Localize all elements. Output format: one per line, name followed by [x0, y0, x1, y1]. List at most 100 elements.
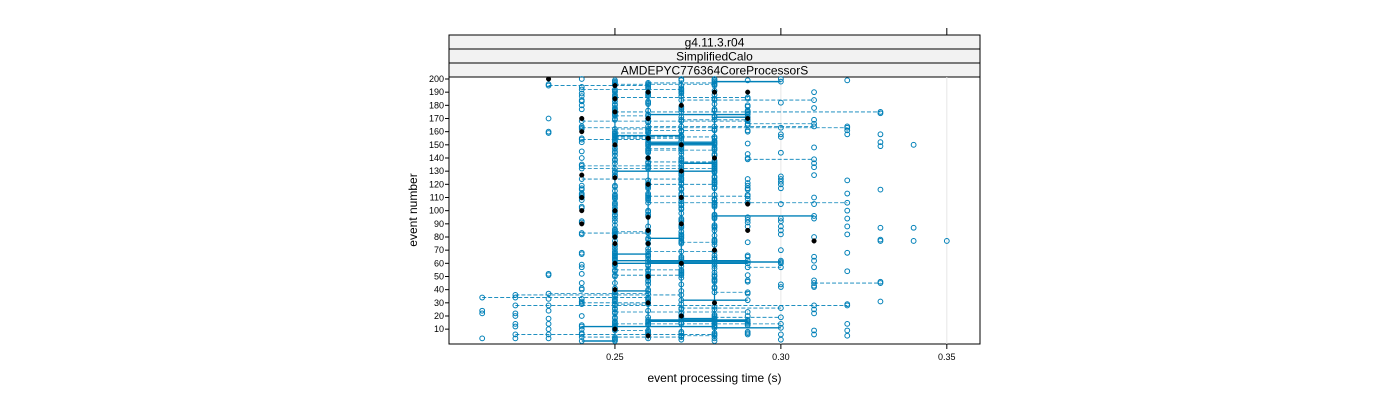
event-point [777, 215, 784, 222]
y-tick-label: 20 [434, 311, 444, 321]
event-point-filled [612, 96, 618, 102]
y-tick-label: 190 [429, 87, 444, 97]
event-point [645, 248, 652, 255]
event-point-filled [579, 208, 585, 214]
event-point [811, 89, 817, 96]
event-point-filled [645, 333, 651, 339]
event-point [612, 292, 618, 298]
event-point [612, 77, 618, 84]
event-point [479, 335, 486, 342]
reference-lines [614, 77, 948, 344]
event-point-filled [711, 89, 718, 95]
event-point [711, 123, 718, 130]
strip-label-release: g4.11.3.r04 [685, 36, 745, 50]
event-point [711, 137, 718, 144]
event-point [844, 268, 851, 275]
event-point [844, 190, 851, 197]
event-point-filled [678, 168, 684, 174]
event-point [479, 307, 486, 314]
event-point [512, 313, 519, 319]
event-point [645, 207, 652, 214]
event-point [943, 238, 950, 244]
event-point [545, 331, 552, 338]
event-point [711, 134, 718, 140]
event-point [777, 247, 784, 254]
event-point [744, 272, 751, 279]
event-point [844, 223, 851, 230]
event-point [844, 301, 851, 308]
event-point [512, 294, 519, 301]
event-point [512, 320, 519, 327]
event-point [678, 305, 685, 311]
event-point [578, 135, 585, 142]
event-point [877, 110, 884, 117]
event-point [777, 76, 784, 82]
event-point [877, 143, 884, 150]
event-point [711, 272, 718, 279]
y-tick-label: 30 [434, 298, 444, 308]
event-point [744, 328, 751, 335]
event-point [711, 211, 718, 218]
event-point-filled [678, 194, 684, 201]
event-point [877, 139, 884, 146]
event-point [479, 310, 486, 317]
event-point [811, 201, 817, 207]
event-point [777, 176, 784, 182]
event-point [578, 76, 585, 82]
event-point [777, 227, 784, 234]
strip-label-processor: AMDEPYC776364CoreProcessorS [621, 64, 808, 78]
event-point [578, 326, 585, 333]
event-point [578, 280, 585, 286]
y-tick-label: 150 [429, 140, 444, 150]
event-point [811, 213, 817, 219]
event-point [877, 298, 884, 305]
event-point [777, 218, 784, 225]
event-point-filled [745, 115, 751, 122]
y-tick-label: 50 [434, 271, 444, 281]
event-point [512, 292, 519, 298]
event-point [545, 295, 552, 302]
event-point [744, 195, 751, 202]
event-point [844, 207, 851, 214]
event-point [545, 82, 552, 89]
event-point [910, 141, 917, 148]
event-point [777, 173, 784, 180]
event-point [512, 331, 519, 338]
event-point [578, 185, 585, 192]
event-point-filled [579, 172, 585, 178]
event-point [578, 230, 585, 236]
event-point-filled [645, 273, 651, 280]
event-point [744, 180, 751, 186]
event-point [578, 322, 585, 329]
event-point [512, 302, 519, 309]
event-point [777, 324, 784, 331]
event-point [744, 151, 751, 157]
event-point [612, 309, 618, 315]
event-point [777, 305, 784, 311]
event-point [711, 222, 718, 229]
event-point [844, 332, 851, 339]
event-point [910, 224, 917, 231]
event-point [645, 126, 652, 132]
event-point [678, 127, 685, 134]
event-point-filled [612, 109, 618, 115]
event-point [645, 80, 652, 86]
event-point [811, 97, 817, 103]
event-point-filled [745, 227, 751, 233]
event-point [811, 144, 817, 151]
event-point [777, 257, 784, 264]
event-point [877, 186, 884, 193]
event-point [811, 257, 817, 264]
event-point [678, 85, 685, 92]
event-point [777, 331, 784, 338]
event-point-filled [645, 155, 651, 161]
y-tick-label: 40 [434, 285, 444, 295]
event-point [777, 149, 784, 156]
event-point [678, 205, 685, 211]
event-point [578, 148, 585, 155]
event-point [744, 297, 751, 304]
event-point-filled [645, 241, 651, 247]
event-point [678, 116, 685, 123]
event-point [479, 294, 486, 301]
event-point [777, 99, 784, 106]
